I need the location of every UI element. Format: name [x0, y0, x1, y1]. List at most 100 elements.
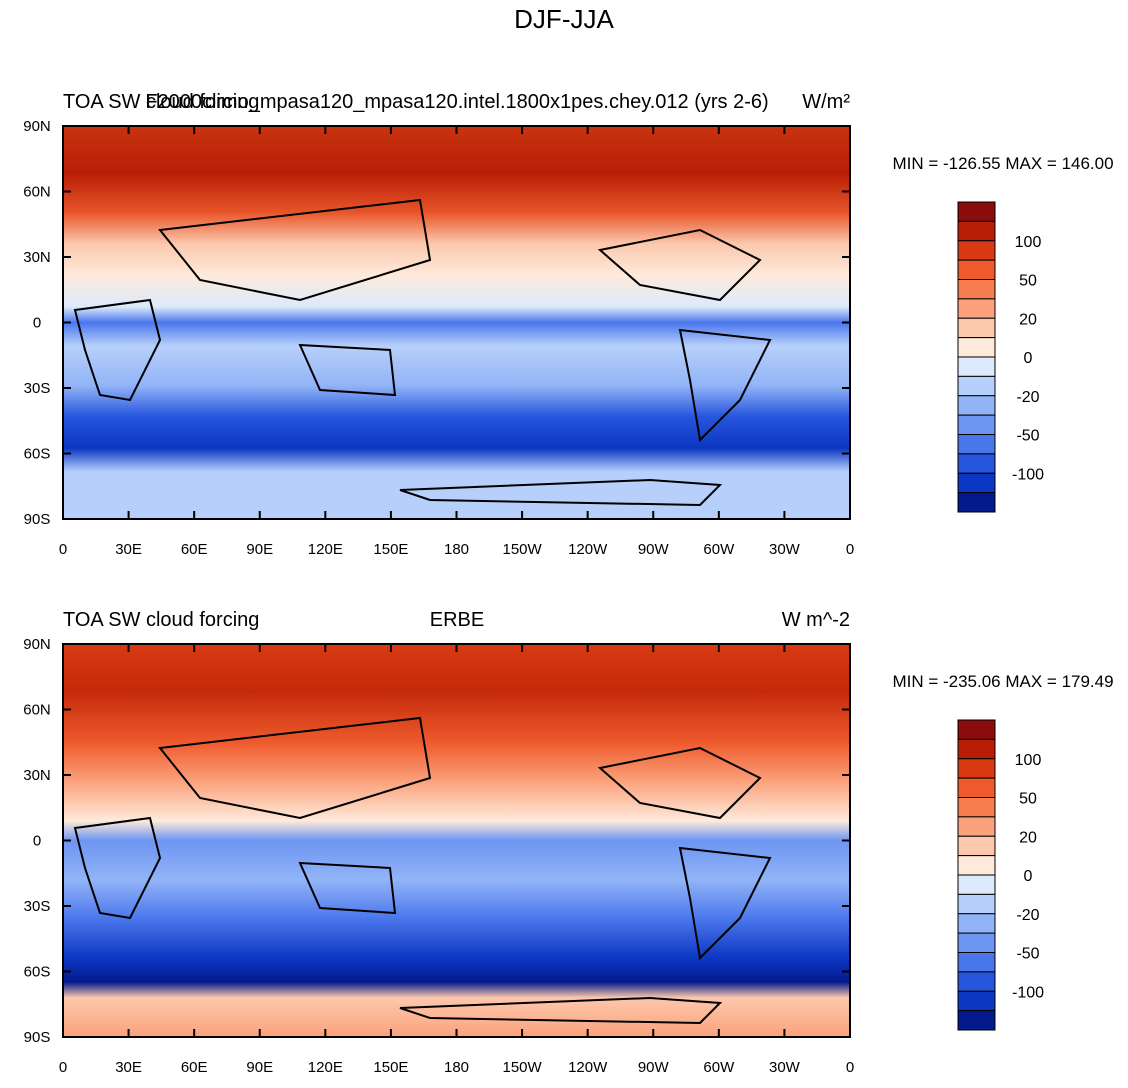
- units: W m^-2: [782, 609, 850, 631]
- colorbar-box: [957, 375, 996, 397]
- lon-tick-label: 60E: [181, 541, 208, 558]
- lon-tick-label: 0: [59, 541, 67, 558]
- lon-tick-label: 120W: [568, 1059, 608, 1076]
- colorbar-box: [957, 835, 996, 857]
- min-max: MIN = -126.55 MAX = 146.00: [892, 154, 1113, 173]
- colorbar-label: 50: [1019, 791, 1037, 808]
- colorbar-label: 20: [1019, 311, 1037, 328]
- lon-tick-label: 0: [59, 1059, 67, 1076]
- map-field: [63, 644, 850, 1037]
- lon-tick-label: 90W: [638, 1059, 670, 1076]
- lon-tick-label: 150W: [502, 1059, 542, 1076]
- lon-tick-label: 150E: [373, 1059, 408, 1076]
- colorbar-box: [957, 990, 996, 1012]
- lon-tick-label: 0: [846, 541, 854, 558]
- colorbar-label: 20: [1019, 829, 1037, 846]
- colorbar-label: 100: [1015, 234, 1042, 251]
- coastline: [597, 228, 762, 302]
- colorbar-box: [957, 816, 996, 837]
- lat-tick-label: 30S: [24, 898, 51, 915]
- colorbar-box: [957, 356, 996, 377]
- lon-tick-label: 30W: [769, 541, 801, 558]
- colorbar-label: 50: [1019, 273, 1037, 290]
- colorbar-label: -20: [1016, 907, 1039, 924]
- colorbar-box: [957, 913, 996, 934]
- colorbar-label: -50: [1016, 946, 1039, 963]
- colorbar-label: 100: [1015, 752, 1042, 769]
- lon-tick-label: 120E: [308, 541, 343, 558]
- coastline: [298, 861, 397, 915]
- colorbar-box: [957, 777, 996, 798]
- lat-tick-label: 60N: [23, 702, 51, 719]
- colorbar-label: -100: [1012, 466, 1044, 483]
- colorbar-box: [957, 395, 996, 416]
- colorbar-box: [957, 472, 996, 494]
- lon-tick-label: 120E: [308, 1059, 343, 1076]
- coastline: [73, 298, 162, 402]
- lon-tick-label: 60W: [703, 541, 735, 558]
- colorbar-box: [957, 337, 996, 358]
- lat-tick-label: 90N: [23, 636, 51, 653]
- colorbar-box: [957, 317, 996, 339]
- colorbar-box: [957, 220, 996, 242]
- coastline: [399, 996, 723, 1025]
- coastline: [678, 328, 772, 443]
- min-max: MIN = -235.06 MAX = 179.49: [892, 672, 1113, 691]
- center-title: ERBE: [430, 609, 484, 631]
- colorbar-box: [957, 952, 996, 973]
- colorbar-box: [957, 453, 996, 474]
- lat-tick-label: 60S: [24, 964, 51, 981]
- colorbar-box: [957, 434, 996, 455]
- coastline: [73, 816, 162, 920]
- colorbar-box: [957, 893, 996, 915]
- left-title: TOA SW cloud forcing: [63, 609, 259, 631]
- colorbar-box: [957, 971, 996, 992]
- colorbar-label: -20: [1016, 389, 1039, 406]
- lon-tick-label: 0: [846, 1059, 854, 1076]
- colorbar-label: -50: [1016, 428, 1039, 445]
- lon-tick-label: 30W: [769, 1059, 801, 1076]
- colorbar-box: [957, 259, 996, 280]
- figure-title: DJF-JJA: [514, 4, 614, 34]
- coastline: [399, 478, 723, 507]
- colorbar-box: [957, 414, 996, 435]
- colorbar-box: [957, 201, 996, 222]
- lat-tick-label: 60N: [23, 184, 51, 201]
- units: W/m²: [802, 91, 850, 113]
- coastline: [678, 846, 772, 961]
- colorbar-box: [957, 1010, 996, 1031]
- colorbar-box: [957, 874, 996, 895]
- coastline: [597, 746, 762, 820]
- lat-tick-label: 90S: [24, 511, 51, 528]
- colorbar-box: [957, 298, 996, 319]
- lon-tick-label: 90E: [246, 541, 273, 558]
- lon-tick-label: 150E: [373, 541, 408, 558]
- colorbar-box: [957, 279, 996, 300]
- lat-tick-label: 30N: [23, 767, 51, 784]
- lon-tick-label: 90W: [638, 541, 670, 558]
- lon-tick-label: 90E: [246, 1059, 273, 1076]
- lat-tick-label: 0: [33, 315, 41, 332]
- colorbar-box: [957, 492, 996, 513]
- colorbar-box: [957, 797, 996, 818]
- colorbar-box: [957, 758, 996, 779]
- lat-tick-label: 30S: [24, 380, 51, 397]
- colorbar-label: -100: [1012, 984, 1044, 1001]
- left-title: TOA SW cloud forcing: [63, 91, 259, 113]
- lon-tick-label: 60E: [181, 1059, 208, 1076]
- lon-tick-label: 180: [444, 1059, 469, 1076]
- center-title: F2000climo_mpasa120_mpasa120.intel.1800x…: [145, 91, 768, 113]
- lat-tick-label: 90N: [23, 118, 51, 135]
- colorbar-box: [957, 738, 996, 760]
- colorbar-box: [957, 719, 996, 740]
- colorbar-box: [957, 855, 996, 876]
- lon-tick-label: 30E: [115, 1059, 142, 1076]
- lat-tick-label: 60S: [24, 446, 51, 463]
- colorbar-label: 0: [1024, 868, 1033, 885]
- colorbar-box: [957, 240, 996, 261]
- lat-tick-label: 90S: [24, 1029, 51, 1046]
- lon-tick-label: 180: [444, 541, 469, 558]
- lat-tick-label: 30N: [23, 249, 51, 266]
- coastline: [158, 198, 432, 302]
